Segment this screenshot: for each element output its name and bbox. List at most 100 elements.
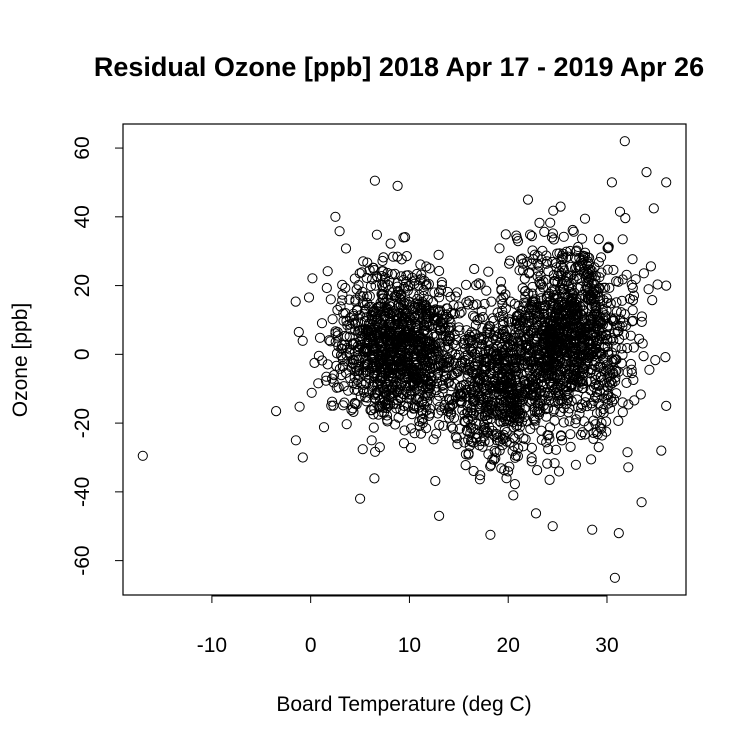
data-point <box>579 268 590 279</box>
data-point <box>496 410 507 421</box>
data-point <box>339 397 350 408</box>
data-point <box>357 444 368 455</box>
data-point <box>495 417 506 428</box>
data-point <box>381 410 393 421</box>
data-point <box>575 429 587 441</box>
data-point <box>461 279 472 290</box>
data-point <box>621 269 632 280</box>
data-point <box>340 282 351 294</box>
data-point <box>452 287 463 298</box>
data-point <box>369 473 380 484</box>
data-point <box>435 323 446 334</box>
data-point <box>611 297 622 308</box>
data-point <box>556 435 568 446</box>
data-point <box>340 243 352 254</box>
data-point <box>545 217 556 228</box>
data-point <box>627 305 638 316</box>
data-point <box>479 298 490 310</box>
data-point <box>407 363 418 374</box>
data-point <box>578 255 589 266</box>
data-point <box>470 376 481 387</box>
data-point <box>539 390 550 401</box>
data-point <box>445 409 456 420</box>
data-point <box>532 465 543 476</box>
data-point <box>598 407 609 419</box>
data-point <box>380 282 391 293</box>
data-point <box>611 354 622 365</box>
data-point <box>476 305 487 316</box>
data-point <box>559 297 571 308</box>
data-point <box>415 259 426 270</box>
data-point <box>565 441 576 452</box>
data-point <box>508 363 519 374</box>
data-point <box>445 402 456 413</box>
data-point <box>344 294 355 305</box>
data-point <box>623 462 634 473</box>
data-point <box>549 284 561 296</box>
data-point <box>656 445 667 456</box>
data-point <box>137 450 148 461</box>
data-point <box>566 300 578 311</box>
data-point <box>313 350 324 361</box>
data-point <box>345 373 356 384</box>
data-point <box>608 335 619 346</box>
data-point <box>636 497 647 508</box>
data-point <box>575 281 586 292</box>
data-point <box>370 388 381 399</box>
data-point <box>576 402 587 414</box>
data-point <box>587 348 599 359</box>
y-tick-label: 0 <box>71 348 94 360</box>
data-point <box>472 315 483 326</box>
data-point <box>613 415 624 426</box>
data-point <box>579 363 590 374</box>
data-point <box>596 252 607 263</box>
data-point <box>512 311 523 322</box>
data-point <box>534 301 545 312</box>
data-point <box>337 295 348 306</box>
data-point <box>400 296 411 307</box>
y-tick-label: 20 <box>71 274 94 297</box>
data-point <box>447 399 458 410</box>
data-point <box>622 367 633 378</box>
data-point <box>577 310 588 321</box>
data-point <box>379 310 390 321</box>
data-point <box>369 403 380 414</box>
data-point <box>338 381 349 392</box>
data-point <box>548 352 559 363</box>
data-point <box>551 358 562 369</box>
data-point <box>603 389 614 400</box>
data-point <box>378 289 389 300</box>
data-point <box>369 175 380 186</box>
data-point <box>348 310 359 321</box>
data-point <box>619 136 630 147</box>
data-point <box>417 407 429 418</box>
data-point <box>553 466 565 477</box>
data-point <box>418 367 429 378</box>
data-point <box>452 366 463 377</box>
data-point <box>428 307 440 318</box>
data-point <box>614 206 626 217</box>
data-point <box>661 177 672 188</box>
data-point <box>593 234 604 245</box>
data-point <box>626 368 638 379</box>
data-point <box>595 315 606 326</box>
data-point <box>445 317 456 328</box>
data-point <box>477 441 488 452</box>
data-point <box>423 337 434 348</box>
data-point <box>598 363 609 374</box>
data-point <box>527 302 538 313</box>
data-point <box>474 333 485 344</box>
data-point <box>578 332 589 344</box>
data-point <box>396 331 407 342</box>
data-point <box>483 266 494 277</box>
data-point <box>473 278 484 289</box>
data-point <box>509 361 521 373</box>
data-point <box>569 348 581 359</box>
data-point <box>481 285 492 296</box>
data-point <box>548 205 559 216</box>
data-point <box>413 301 424 313</box>
data-point <box>514 402 525 413</box>
data-point <box>330 336 341 347</box>
data-point <box>509 413 520 424</box>
data-point <box>509 433 521 444</box>
